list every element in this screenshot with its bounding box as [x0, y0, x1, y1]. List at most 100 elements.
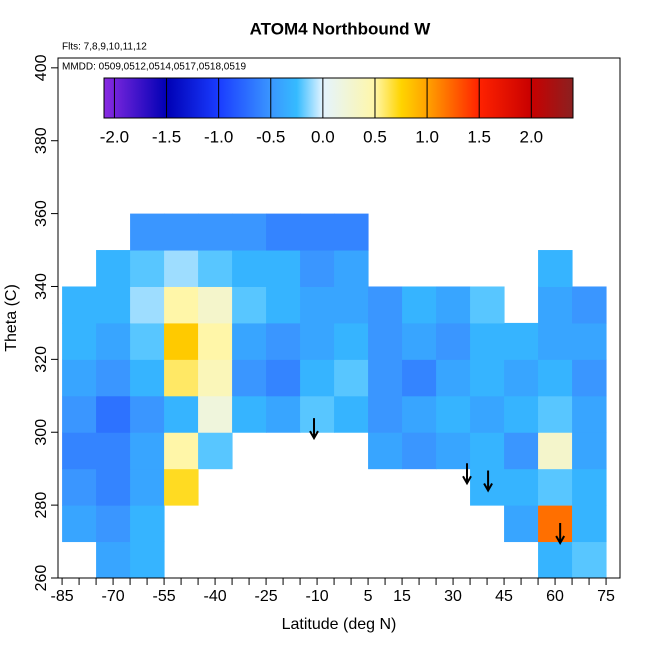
y-tick-label: 340 [33, 273, 50, 300]
heat-cell [402, 359, 437, 397]
x-tick-label: -40 [204, 588, 227, 605]
x-tick-label: -25 [255, 588, 278, 605]
heat-cell [470, 432, 505, 470]
heat-cell [62, 432, 97, 470]
x-tick-label: 30 [444, 588, 462, 605]
heat-cell [572, 505, 607, 543]
heat-cell [504, 395, 539, 433]
y-tick-label: 400 [33, 54, 50, 81]
heat-cell [96, 432, 131, 470]
heat-cell [334, 359, 369, 397]
colorbar-tick-label: 0.0 [311, 127, 335, 146]
heat-cell [62, 468, 97, 506]
heat-cell [334, 322, 369, 360]
heat-cell [164, 468, 199, 506]
colorbar-tick-label: 0.5 [363, 127, 387, 146]
heat-cell [436, 395, 471, 433]
heat-cell [368, 359, 403, 397]
heat-cell [164, 322, 199, 360]
heat-cell [266, 395, 301, 433]
colorbar-tick-label: -1.0 [204, 127, 233, 146]
heat-cell [538, 395, 573, 433]
heat-cell [130, 213, 165, 251]
heat-cell [470, 359, 505, 397]
heat-cell [470, 322, 505, 360]
heat-cell [436, 322, 471, 360]
heat-cell [198, 322, 233, 360]
heat-cell [300, 213, 335, 251]
heat-cell [130, 541, 165, 579]
heat-cell [96, 395, 131, 433]
heat-cell [504, 432, 539, 470]
subtitle: Flts: 7,8,9,10,11,12 [62, 42, 147, 53]
heat-cell [538, 505, 573, 543]
heat-cell [198, 250, 233, 287]
heat-cell [130, 286, 165, 324]
arrow [309, 418, 319, 441]
heat-cell [164, 213, 199, 251]
heat-cell [334, 250, 369, 287]
y-tick-label: 360 [33, 200, 50, 227]
heat-cell [130, 359, 165, 397]
heat-cell [164, 286, 199, 324]
heat-cell [334, 395, 369, 433]
heat-cell [402, 395, 437, 433]
heat-cell [300, 250, 335, 287]
plot-frame [57, 57, 621, 579]
y-tick-label: 300 [33, 419, 50, 446]
heat-cell [538, 432, 573, 470]
heat-cell [198, 395, 233, 433]
x-tick-label: -55 [153, 588, 176, 605]
heat-cell [232, 286, 267, 324]
heat-cell [402, 322, 437, 360]
x-tick-label: 45 [495, 588, 513, 605]
annotation: MMDD: 0509,0512,0514,0517,0518,0519 [62, 62, 246, 73]
heat-cell [232, 359, 267, 397]
heat-cell [300, 359, 335, 397]
heat-cell [266, 286, 301, 324]
heat-cell [96, 541, 131, 579]
heat-cell [504, 359, 539, 397]
heat-cell [198, 213, 233, 251]
heat-cell [198, 432, 233, 470]
heat-cell [538, 359, 573, 397]
heat-cell [232, 395, 267, 433]
heat-cell [130, 505, 165, 543]
heat-cell [130, 395, 165, 433]
heat-cell [96, 468, 131, 506]
colorbar-tick-label: -0.5 [256, 127, 285, 146]
arrow [483, 470, 493, 493]
heat-cell [96, 505, 131, 543]
heat-cell [96, 359, 131, 397]
x-tick-label: -85 [51, 588, 74, 605]
heatmap [62, 213, 607, 579]
heat-cell [266, 213, 301, 251]
chart-title: ATOM4 Northbound W [250, 19, 432, 38]
y-tick-label: 260 [33, 565, 50, 592]
heat-cell [198, 286, 233, 324]
heat-cell [300, 286, 335, 324]
heat-cell [62, 359, 97, 397]
heat-cell [402, 432, 437, 470]
heat-cell [368, 286, 403, 324]
heat-cell [572, 359, 607, 397]
y-tick-label: 380 [33, 127, 50, 154]
x-tick-label: -10 [306, 588, 329, 605]
heat-cell [130, 250, 165, 287]
heat-cell [368, 322, 403, 360]
heat-cell [572, 322, 607, 360]
x-axis-label: Latitude (deg N) [282, 616, 397, 633]
heat-cell [368, 395, 403, 433]
heat-cell [300, 322, 335, 360]
heat-cell [266, 322, 301, 360]
heat-cell [164, 432, 199, 470]
heat-cell [232, 250, 267, 287]
heat-cell [62, 395, 97, 433]
heat-cell [538, 468, 573, 506]
x-tick-label: 60 [546, 588, 564, 605]
colorbar-tick-label: 1.0 [415, 127, 439, 146]
heat-cell [572, 468, 607, 506]
y-tick-label: 280 [33, 492, 50, 519]
heat-cell [96, 322, 131, 360]
